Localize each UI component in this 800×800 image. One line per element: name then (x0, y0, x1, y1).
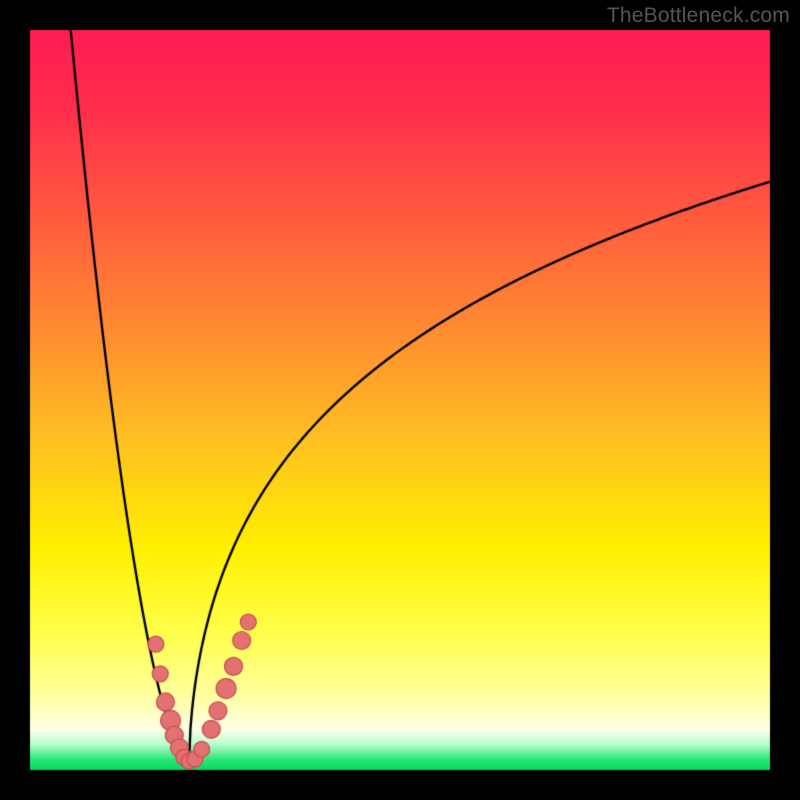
bottleneck-chart-canvas (0, 0, 800, 800)
watermark-text: TheBottleneck.com (607, 4, 790, 28)
chart-container: TheBottleneck.com (0, 0, 800, 800)
